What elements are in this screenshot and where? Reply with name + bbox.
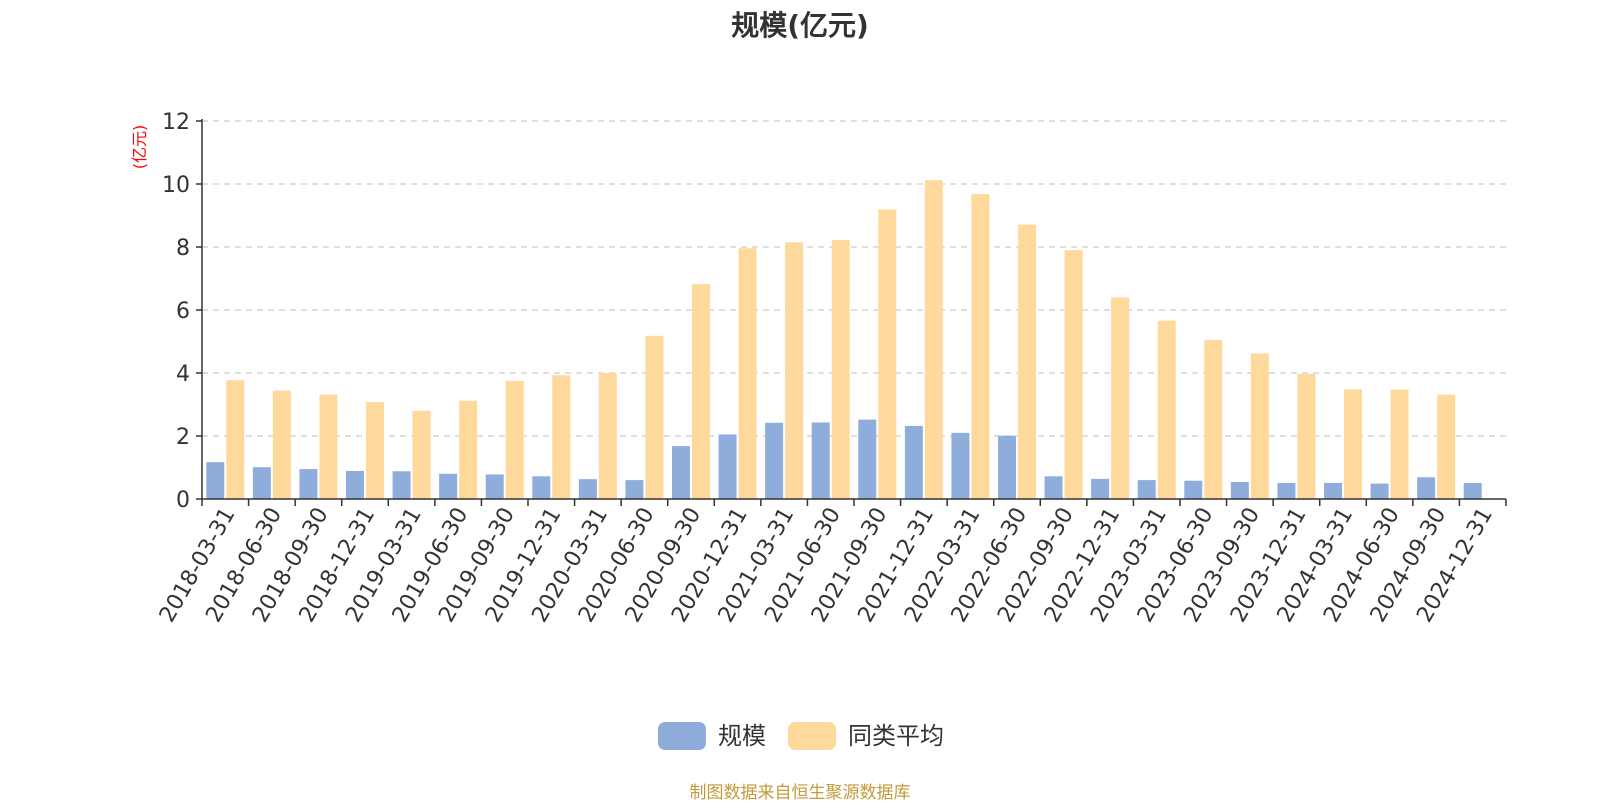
bar-scale bbox=[1417, 477, 1436, 499]
bars bbox=[206, 180, 1482, 499]
bar-scale bbox=[625, 480, 644, 499]
bar-peer-average bbox=[924, 180, 943, 499]
bar-peer-average bbox=[645, 335, 664, 499]
bar-peer-average bbox=[272, 390, 291, 499]
y-tick-label: 12 bbox=[162, 110, 190, 135]
legend-swatch bbox=[788, 722, 836, 750]
bar-peer-average bbox=[1437, 394, 1456, 499]
y-tick-label: 0 bbox=[176, 488, 190, 513]
bar-scale bbox=[346, 470, 364, 499]
data-source-note: 制图数据来自恒生聚源数据库 bbox=[689, 783, 911, 803]
grid-lines bbox=[202, 120, 1506, 437]
bar-scale bbox=[718, 434, 737, 499]
legend-item-peer-average[interactable]: 同类平均 bbox=[788, 722, 944, 750]
bar-peer-average bbox=[552, 375, 571, 499]
bar-peer-average bbox=[366, 401, 384, 499]
legend-label: 同类平均 bbox=[848, 722, 944, 750]
bar-scale bbox=[578, 479, 597, 499]
bar-scale bbox=[1463, 482, 1482, 499]
legend-label: 规模 bbox=[718, 722, 766, 750]
bar-scale bbox=[299, 469, 318, 499]
bar-peer-average bbox=[226, 380, 245, 499]
bar-peer-average bbox=[459, 400, 478, 499]
y-tick-label: 4 bbox=[176, 362, 190, 387]
bar-peer-average bbox=[1157, 320, 1176, 499]
bar-peer-average bbox=[738, 248, 757, 499]
bar-scale bbox=[811, 422, 830, 499]
bar-peer-average bbox=[1297, 373, 1316, 499]
y-tick-label: 8 bbox=[176, 236, 190, 261]
bar-peer-average bbox=[1064, 250, 1083, 499]
bar-scale bbox=[1137, 480, 1156, 499]
bar-peer-average bbox=[878, 209, 897, 499]
legend: 规模 同类平均 bbox=[658, 722, 944, 750]
bar-peer-average bbox=[971, 194, 990, 499]
bar-scale bbox=[439, 473, 458, 499]
bar-peer-average bbox=[505, 380, 524, 499]
bar-peer-average bbox=[319, 394, 338, 499]
bar-peer-average bbox=[598, 373, 617, 499]
bar-peer-average bbox=[1390, 389, 1409, 499]
bar-scale bbox=[532, 476, 551, 499]
y-tick-label: 2 bbox=[176, 425, 190, 450]
bar-scale bbox=[1370, 483, 1389, 499]
chart-title: 规模(亿元) bbox=[731, 9, 869, 42]
y-tick-label: 6 bbox=[176, 299, 190, 324]
bar-scale bbox=[672, 446, 690, 499]
y-tick-label: 10 bbox=[162, 173, 190, 198]
bar-scale bbox=[206, 462, 225, 499]
axes: 024681012(亿元)2018-03-312018-06-302018-09… bbox=[130, 110, 1507, 627]
y-axis-unit-label: (亿元) bbox=[130, 125, 149, 170]
bar-peer-average bbox=[785, 242, 804, 499]
bar-scale bbox=[485, 474, 504, 499]
legend-swatch bbox=[658, 722, 706, 750]
bar-peer-average bbox=[1111, 297, 1130, 499]
bar-scale bbox=[998, 435, 1016, 499]
bar-scale bbox=[1184, 480, 1203, 499]
bar-peer-average bbox=[1250, 353, 1269, 499]
bar-peer-average bbox=[692, 284, 710, 499]
bar-scale bbox=[951, 432, 970, 499]
bar-scale bbox=[1277, 482, 1296, 499]
bar-peer-average bbox=[1344, 389, 1362, 499]
bar-scale bbox=[765, 422, 784, 499]
bar-scale bbox=[858, 419, 877, 499]
bar-scale bbox=[904, 425, 923, 499]
bar-scale bbox=[1324, 482, 1342, 499]
bar-scale bbox=[1230, 481, 1249, 499]
bar-peer-average bbox=[831, 240, 850, 499]
bar-peer-average bbox=[412, 410, 431, 499]
legend-item-scale[interactable]: 规模 bbox=[658, 722, 766, 750]
bar-scale bbox=[1044, 476, 1063, 499]
bar-scale bbox=[392, 471, 411, 499]
bar-peer-average bbox=[1204, 339, 1223, 499]
bar-scale bbox=[252, 467, 271, 499]
bar-peer-average bbox=[1018, 224, 1036, 499]
bar-scale bbox=[1091, 478, 1110, 499]
